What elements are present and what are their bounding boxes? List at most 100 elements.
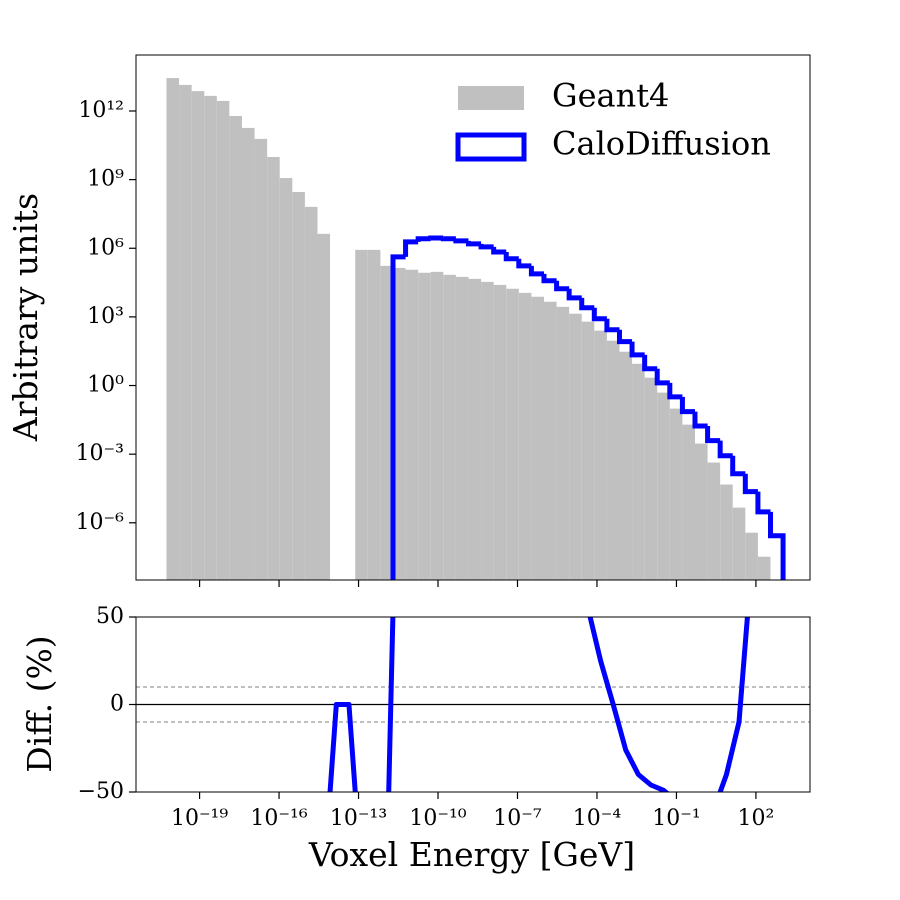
histogram-step (390, 254, 406, 580)
x-tick-label: 10⁻¹³ (330, 806, 387, 831)
plot-area (166, 78, 786, 580)
histogram-bar (380, 265, 394, 580)
histogram-bar (443, 274, 456, 580)
x-tick-label: 10⁻⁷ (493, 806, 542, 831)
histogram-bar (581, 321, 595, 580)
histogram-bar (355, 249, 368, 580)
histogram-bar (468, 278, 482, 580)
histogram-bar (518, 292, 532, 580)
histogram-bar (506, 288, 519, 580)
histogram-step (579, 297, 595, 311)
histogram-step (642, 354, 658, 372)
legend-label: CaloDiffusion (552, 125, 771, 163)
y-axis-label: Diff. (%) (20, 635, 59, 772)
legend-label: Geant4 (552, 77, 669, 115)
histogram-bar (694, 443, 708, 580)
histogram-step (566, 288, 582, 301)
histogram-step (516, 258, 532, 269)
y-tick-label: 10³ (87, 304, 124, 329)
x-tick-label: 10⁻¹⁹ (171, 806, 228, 831)
histogram-bar (606, 340, 620, 580)
histogram-step (440, 236, 456, 242)
histogram-bar (254, 138, 268, 580)
histogram-step (755, 491, 771, 515)
legend-swatch (455, 132, 527, 162)
histogram-step (465, 240, 482, 247)
y-axis-label: Arbitrary units (6, 193, 45, 442)
histogram-step (453, 238, 469, 244)
histogram-bar (179, 84, 192, 580)
histogram-bar (191, 91, 205, 580)
histogram-bar (745, 532, 758, 580)
histogram-step (730, 455, 746, 477)
histogram-step (705, 426, 721, 444)
histogram-bar (430, 271, 444, 580)
histogram-step (591, 307, 607, 322)
histogram-bar (493, 284, 507, 580)
histogram-bar (267, 156, 280, 580)
y-tick-label: 10⁹ (87, 167, 124, 192)
x-tick-label: 10² (738, 806, 775, 831)
y-tick-label: 0 (110, 692, 124, 717)
histogram-step (616, 329, 633, 345)
histogram-bar (216, 100, 230, 580)
histogram-bar (418, 272, 431, 580)
histogram-bar (757, 556, 771, 580)
histogram-bar (455, 276, 469, 580)
histogram-step (629, 341, 645, 358)
histogram-step (604, 318, 620, 333)
plot-area (136, 617, 810, 792)
axes-frame (135, 54, 811, 581)
histogram-bar (393, 267, 406, 580)
histogram-bar (669, 408, 683, 580)
x-tick-label: 10⁻¹ (652, 806, 700, 831)
y-tick-label: 10¹² (78, 98, 124, 123)
legend-swatch (458, 86, 524, 110)
histogram-bar (594, 330, 607, 580)
histogram-bar (732, 507, 746, 580)
x-tick-label: 10⁻¹⁶ (250, 806, 307, 831)
histogram-step (717, 440, 733, 459)
y-tick-label: 10⁻³ (76, 441, 124, 466)
histogram-bar (543, 301, 557, 580)
histogram-bar (556, 306, 570, 580)
histogram-step (528, 265, 544, 277)
histogram-bar (229, 116, 242, 580)
histogram-bar (204, 95, 217, 580)
histogram-step (554, 280, 570, 292)
histogram-bar (619, 351, 633, 580)
histogram-step (403, 239, 419, 257)
x-axis-label: Voxel Energy [GeV] (308, 835, 635, 874)
histogram-bar (279, 178, 293, 580)
histogram-bar (367, 249, 381, 580)
histogram-bar (657, 392, 670, 580)
histogram-bar (707, 462, 721, 580)
histogram-bar (632, 363, 645, 580)
histogram-bar (241, 127, 255, 580)
y-tick-label: 10⁰ (87, 373, 124, 398)
y-tick-label: 50 (96, 604, 124, 629)
histogram-bar (304, 206, 318, 580)
y-tick-label: 10⁶ (87, 235, 124, 260)
histogram-step (428, 235, 444, 241)
histogram-step (692, 411, 708, 429)
y-tick-label: −50 (78, 779, 124, 804)
histogram-bar (166, 78, 180, 580)
histogram-step (767, 511, 786, 580)
histogram-bar (531, 296, 544, 580)
histogram-step (415, 236, 431, 242)
histogram-step (679, 396, 695, 415)
histogram-bar (481, 281, 494, 580)
histogram-step (742, 473, 758, 495)
x-tick-label: 10⁻⁴ (573, 806, 622, 831)
histogram-bar (405, 269, 419, 580)
histogram-bar (317, 233, 331, 580)
histogram-bar (644, 377, 658, 580)
y-tick-label: 10⁻⁶ (76, 510, 125, 535)
histogram-bar (720, 484, 733, 580)
histogram-step (478, 243, 494, 250)
histogram-bar (292, 191, 305, 580)
histogram-step (491, 246, 507, 255)
histogram-bar (682, 424, 695, 580)
